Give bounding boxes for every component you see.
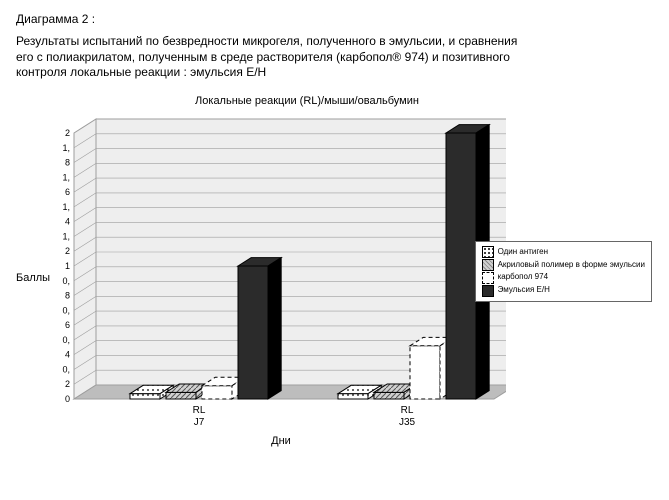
svg-text:2: 2 <box>65 246 70 256</box>
svg-text:6: 6 <box>65 320 70 330</box>
diagram-description: Результаты испытаний по безвредности мик… <box>16 34 536 81</box>
svg-text:0,: 0, <box>62 276 70 286</box>
chart-title: Локальные реакции (RL)/мыши/овальбумин <box>132 95 482 107</box>
svg-text:1,: 1, <box>62 231 70 241</box>
legend-label: Акриловый полимер в форме эмульсии <box>498 259 645 272</box>
legend-label: Эмульсия E/H <box>498 284 550 297</box>
legend-item: Эмульсия E/H <box>482 284 645 297</box>
legend-swatch <box>482 285 494 297</box>
svg-text:4: 4 <box>65 216 70 226</box>
svg-text:0,: 0, <box>62 305 70 315</box>
legend-item: Акриловый полимер в форме эмульсии <box>482 259 645 272</box>
svg-text:8: 8 <box>65 157 70 167</box>
legend-label: Один антиген <box>498 246 548 259</box>
svg-text:0,: 0, <box>62 364 70 374</box>
legend-swatch <box>482 272 494 284</box>
svg-text:1,: 1, <box>62 202 70 212</box>
legend: Один антигенАкриловый полимер в форме эм… <box>475 241 652 302</box>
y-axis-label: Баллы <box>16 272 50 284</box>
svg-text:J35: J35 <box>399 417 416 428</box>
legend-item: карбопол 974 <box>482 271 645 284</box>
chart-container: Баллы 21,81,61,41,210,80,60,40,20RLJ7RLJ… <box>56 113 656 443</box>
svg-text:1: 1 <box>65 261 70 271</box>
svg-text:RL: RL <box>401 405 414 416</box>
legend-swatch <box>482 246 494 258</box>
svg-text:0,: 0, <box>62 335 70 345</box>
legend-label: карбопол 974 <box>498 271 548 284</box>
svg-text:1,: 1, <box>62 172 70 182</box>
bar-chart: 21,81,61,41,210,80,60,40,20RLJ7RLJ35 <box>56 113 506 433</box>
legend-swatch <box>482 259 494 271</box>
svg-text:RL: RL <box>193 405 206 416</box>
svg-text:0: 0 <box>65 394 70 404</box>
svg-text:2: 2 <box>65 128 70 138</box>
svg-text:2: 2 <box>65 379 70 389</box>
svg-text:8: 8 <box>65 290 70 300</box>
svg-text:4: 4 <box>65 349 70 359</box>
svg-text:1,: 1, <box>62 143 70 153</box>
svg-text:6: 6 <box>65 187 70 197</box>
x-axis-label: Дни <box>56 435 506 447</box>
legend-item: Один антиген <box>482 246 645 259</box>
svg-text:J7: J7 <box>194 417 205 428</box>
diagram-heading: Диаграмма 2 : <box>16 12 657 26</box>
